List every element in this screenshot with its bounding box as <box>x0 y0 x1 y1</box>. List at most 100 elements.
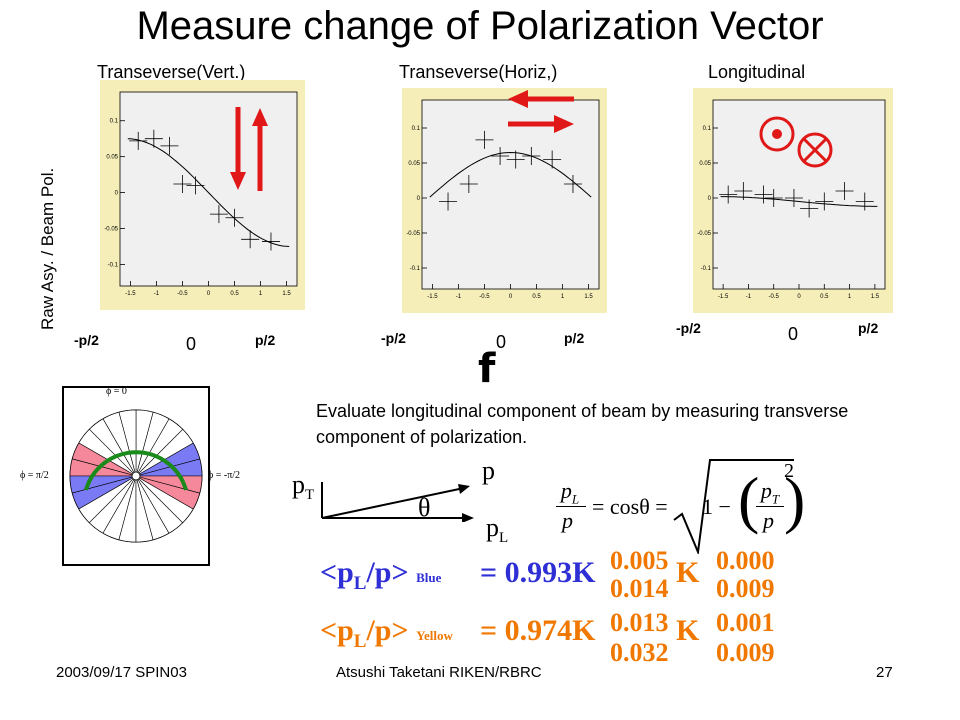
data-point <box>173 174 192 193</box>
fit-curve <box>429 151 592 198</box>
x-tick-label: 0.5 <box>820 294 829 300</box>
plot0-zero-label: 0 <box>186 334 197 354</box>
plot1-zero-label: 0 <box>496 332 507 352</box>
data-point <box>144 129 163 148</box>
x-tick-label: -1 <box>456 294 462 300</box>
longitudinal-spin-symbols-icon <box>759 116 833 168</box>
data-point <box>459 175 478 193</box>
result-yellow-k: K <box>676 614 700 647</box>
data-point <box>719 185 738 204</box>
result-blue-sys-up: 0.000 <box>716 546 775 575</box>
fit-curve <box>720 196 878 207</box>
y-tick-label: 0 <box>115 191 119 197</box>
x-tick-label: 0.5 <box>532 294 541 300</box>
plot-horizontal: 0.1 0.05 0 -0.05 -0.1 -1.5 -1 -0.5 0 0.5 1 1.5 <box>402 88 607 313</box>
data-point <box>800 199 819 218</box>
detector-frame <box>62 386 210 566</box>
plot2-right-label: p/2 <box>858 320 879 336</box>
phi-symbol: f <box>478 346 496 392</box>
plot-longitudinal: 0.1 0.05 0 -0.05 -0.1 -1.5 -1 -0.5 0 0.5 1 1.5 <box>693 88 893 313</box>
data-point <box>855 192 874 211</box>
plot-area <box>119 91 298 287</box>
y-tick-label: -0.1 <box>410 266 421 272</box>
cos-theta-formula: pL p = cosθ = 1 − ( pT p ) 2 <box>556 460 806 548</box>
plot-title-longitudinal: Longitudinal <box>708 62 806 82</box>
x-tick-label: 0.5 <box>230 291 239 297</box>
detector-label-top: ϕ = 0 <box>106 386 127 397</box>
y-tick-label: -0.1 <box>701 266 712 272</box>
vector-p: p <box>482 456 495 485</box>
x-tick-label: 1 <box>259 291 263 297</box>
detector-label-right: ϕ = -π/2 <box>208 470 241 481</box>
plot-title-horizontal: Transeverse(Horiz,) <box>399 62 558 82</box>
x-tick-label: 0 <box>509 294 513 300</box>
x-tick-label: -0.5 <box>479 294 490 300</box>
data-point <box>835 182 854 200</box>
fit-curve <box>127 138 290 247</box>
result-yellow-value: = 0.974K <box>480 614 596 647</box>
plot1-left-label: -p/2 <box>381 330 406 346</box>
plot0-left-label: -p/2 <box>74 332 99 348</box>
data-point <box>522 147 541 165</box>
y-tick-label: -0.1 <box>108 262 119 268</box>
plot0-right-label: p/2 <box>255 332 276 348</box>
x-tick-label: 1 <box>848 294 852 300</box>
footer-page-number: 27 <box>876 664 893 681</box>
horizontal-spin-arrows-icon <box>508 90 574 133</box>
data-point <box>784 189 803 207</box>
data-point <box>160 136 179 155</box>
result-yellow-stat-down: 0.032 <box>610 638 669 667</box>
data-point <box>734 182 753 200</box>
x-tick-label: -1 <box>746 294 752 300</box>
x-tick-label: 0 <box>797 294 801 300</box>
result-blue-k: K <box>676 556 700 589</box>
plot2-left-label: -p/2 <box>676 320 701 336</box>
y-tick-label: -0.05 <box>697 231 711 237</box>
vector-theta: θ <box>418 493 431 522</box>
plot-area <box>421 99 600 290</box>
x-tick-label: 0 <box>207 291 211 297</box>
data-point <box>764 189 783 207</box>
detector-wheel-icon <box>69 409 203 543</box>
data-point <box>129 131 148 150</box>
data-point <box>815 192 834 211</box>
result-blue-label: <pL/p> Blue <box>320 556 442 594</box>
footer-author: Atsushi Taketani RIKEN/RBRC <box>336 664 542 681</box>
result-yellow-label: <pL/p> Yellow <box>320 614 453 652</box>
sqrt-sign-icon <box>673 459 794 554</box>
wheel-hub <box>131 471 141 481</box>
result-blue-value: = 0.993K <box>480 556 596 589</box>
y-tick-label: 0.05 <box>106 155 118 161</box>
x-tick-label: 1 <box>561 294 565 300</box>
data-point <box>754 185 773 204</box>
plot-title-vertical: Transeverse(Vert.) <box>97 62 246 82</box>
y-tick-label: -0.05 <box>406 231 420 237</box>
x-tick-label: -1 <box>154 291 160 297</box>
data-point <box>261 232 280 251</box>
result-yellow-stat-up: 0.013 <box>610 608 669 637</box>
x-tick-label: 1.5 <box>584 294 593 300</box>
data-point <box>439 192 458 211</box>
y-tick-label: 0 <box>417 196 421 202</box>
data-point <box>186 176 205 195</box>
y-tick-label: 0.1 <box>703 126 712 132</box>
y-tick-label: 0 <box>708 196 712 202</box>
x-tick-label: 1.5 <box>871 294 880 300</box>
wheel-green-arc <box>84 450 188 491</box>
plot2-zero-label: 0 <box>788 324 799 344</box>
data-point <box>506 150 525 169</box>
result-blue-stat-down: 0.014 <box>610 574 669 603</box>
x-tick-label: -0.5 <box>769 294 780 300</box>
result-blue-stat-up: 0.005 <box>610 546 669 575</box>
x-tick-label: 1.5 <box>282 291 291 297</box>
y-tick-label: 0.1 <box>412 126 421 132</box>
slide-title: Measure change of Polarization Vector <box>136 4 824 48</box>
data-point <box>225 208 244 227</box>
vector-pT: pT <box>292 470 315 504</box>
x-tick-label: -1.5 <box>427 294 438 300</box>
result-yellow-sys-up: 0.001 <box>716 608 775 637</box>
data-point <box>475 130 494 149</box>
vector-pL: pL <box>486 513 509 547</box>
detector-label-left: ϕ = π/2 <box>20 470 49 481</box>
